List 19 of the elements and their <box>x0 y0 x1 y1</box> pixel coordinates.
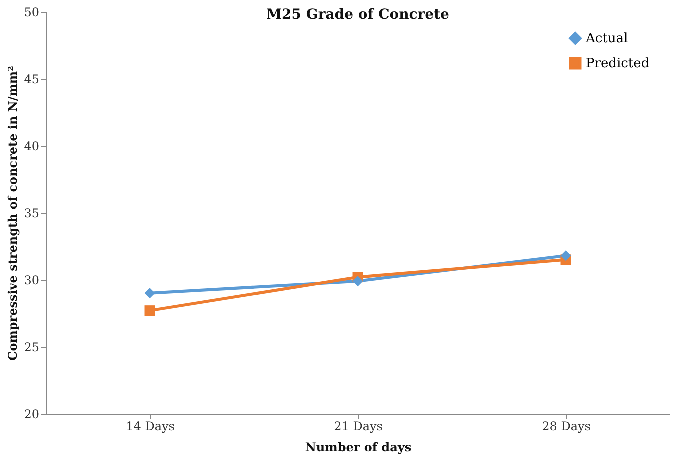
y-tick-label: 35 <box>24 206 40 220</box>
y-tick-label: 20 <box>24 408 40 422</box>
y-tick-label: 45 <box>24 72 40 86</box>
y-tick-label: 25 <box>24 340 40 354</box>
y-axis-title: Compressive strength of concrete in N/mm² <box>6 66 20 361</box>
chart-title: M25 Grade of Concrete <box>266 7 450 23</box>
x-tick-label: 14 Days <box>126 420 175 434</box>
x-tick-label: 21 Days <box>334 420 383 434</box>
y-tick-label: 50 <box>24 6 40 20</box>
y-tick-label: 40 <box>24 140 40 154</box>
legend-label: Predicted <box>586 56 650 72</box>
point <box>352 276 364 287</box>
point <box>144 288 156 299</box>
legend-label: Actual <box>585 32 628 46</box>
x-axis-title: Number of days <box>305 440 412 454</box>
point <box>144 306 156 316</box>
point <box>560 250 572 262</box>
x-tick-label: 28 Days <box>542 420 591 434</box>
y-tick-label: 30 <box>24 274 40 288</box>
